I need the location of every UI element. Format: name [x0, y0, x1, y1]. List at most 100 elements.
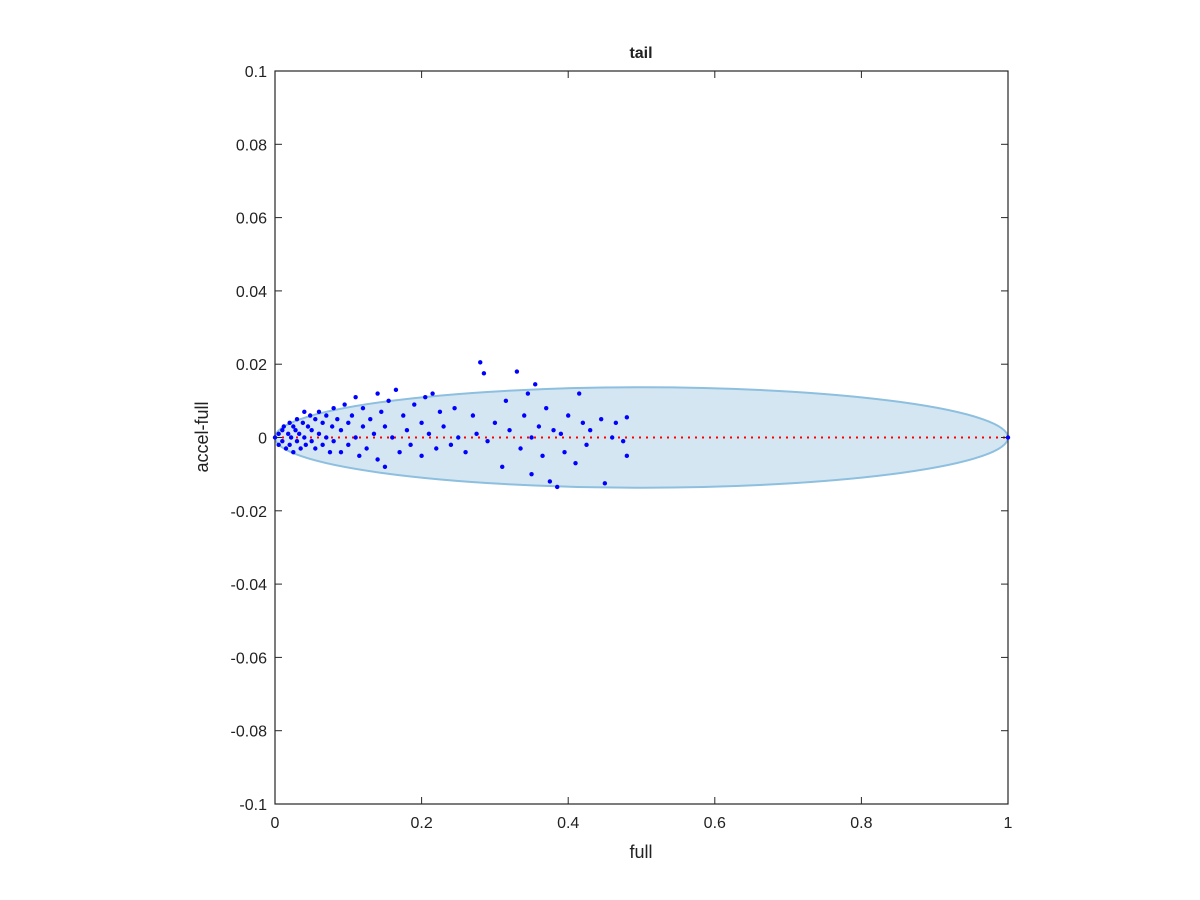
data-point	[533, 382, 538, 387]
data-point	[434, 446, 439, 451]
data-point	[437, 409, 443, 415]
y-tick-label: -0.06	[231, 650, 268, 667]
data-point	[276, 442, 281, 448]
data-point	[485, 438, 490, 444]
data-point	[624, 415, 630, 420]
data-point	[576, 391, 582, 396]
data-point	[335, 416, 340, 422]
data-point	[609, 435, 615, 440]
y-tick-label: -0.04	[231, 577, 268, 594]
data-point	[320, 442, 325, 448]
data-point	[375, 391, 380, 396]
data-point	[573, 460, 578, 466]
data-point	[598, 416, 604, 422]
data-point	[272, 435, 278, 440]
data-point	[408, 442, 413, 448]
data-point	[536, 424, 542, 429]
data-point	[525, 391, 531, 396]
data-point	[353, 435, 358, 440]
data-point	[316, 409, 322, 415]
data-point	[562, 449, 567, 455]
chart-title: tail	[629, 45, 652, 62]
data-point	[307, 413, 313, 418]
data-point	[544, 405, 549, 411]
y-tick-label: 0.02	[236, 357, 267, 374]
data-point	[441, 424, 446, 429]
data-point	[360, 424, 366, 429]
data-point	[481, 371, 487, 376]
data-point	[529, 471, 534, 477]
data-point	[430, 391, 435, 396]
data-point	[285, 431, 291, 437]
data-point	[342, 402, 347, 407]
data-point	[412, 402, 417, 407]
data-point	[500, 464, 505, 470]
data-point	[331, 405, 336, 411]
data-point	[547, 479, 553, 484]
data-point	[566, 413, 571, 418]
data-point	[522, 413, 527, 418]
data-point	[555, 484, 560, 490]
data-point	[287, 420, 292, 426]
data-point	[382, 424, 388, 429]
data-point	[602, 481, 608, 486]
y-tick-label: 0.06	[236, 211, 267, 228]
data-point	[397, 449, 402, 455]
data-point	[368, 416, 373, 422]
data-point	[423, 394, 428, 400]
y-tick-label: 0	[258, 431, 267, 448]
data-point	[276, 431, 281, 437]
data-point	[518, 446, 523, 451]
x-tick-label: 0.4	[557, 815, 579, 832]
data-point	[296, 431, 302, 437]
data-point	[456, 435, 461, 440]
data-point	[478, 360, 483, 365]
data-point	[364, 446, 369, 451]
data-point	[474, 431, 479, 437]
y-tick-label: -0.02	[231, 504, 268, 521]
data-point	[324, 435, 329, 440]
x-tick-label: 1	[1004, 815, 1013, 832]
data-point	[587, 427, 593, 433]
data-point	[288, 435, 294, 440]
data-point	[303, 442, 308, 448]
data-point	[291, 424, 296, 429]
data-point	[302, 409, 307, 415]
data-point	[338, 427, 344, 433]
data-point	[293, 427, 298, 433]
data-point	[313, 446, 318, 451]
x-axis-label: full	[629, 842, 652, 862]
data-point	[386, 398, 391, 404]
data-point	[620, 438, 626, 444]
data-point	[313, 416, 318, 422]
data-point	[346, 420, 351, 426]
data-point	[291, 449, 296, 455]
data-point	[470, 413, 476, 418]
y-tick-label: -0.1	[239, 797, 267, 814]
data-point	[404, 427, 410, 433]
data-point	[287, 442, 292, 448]
data-point	[316, 431, 322, 437]
y-axis-label: accel-full	[192, 401, 212, 472]
y-tick-label: 0.1	[245, 64, 267, 81]
data-point	[401, 413, 406, 418]
data-point	[379, 409, 384, 415]
data-point	[331, 438, 336, 444]
y-tick-label: 0.04	[236, 284, 267, 301]
data-point	[338, 449, 344, 455]
data-point	[507, 427, 512, 433]
data-point	[280, 427, 285, 433]
data-point	[393, 387, 399, 393]
x-tick-label: 0.6	[704, 815, 726, 832]
data-point	[357, 453, 362, 459]
data-point	[346, 442, 351, 448]
data-point	[529, 435, 534, 440]
data-point	[349, 413, 355, 418]
y-tick-label: 0.08	[236, 137, 267, 154]
data-point	[551, 427, 556, 433]
data-point	[329, 424, 335, 429]
data-point	[558, 431, 564, 437]
data-point	[360, 405, 366, 411]
data-point	[280, 438, 285, 444]
data-point	[294, 416, 300, 422]
